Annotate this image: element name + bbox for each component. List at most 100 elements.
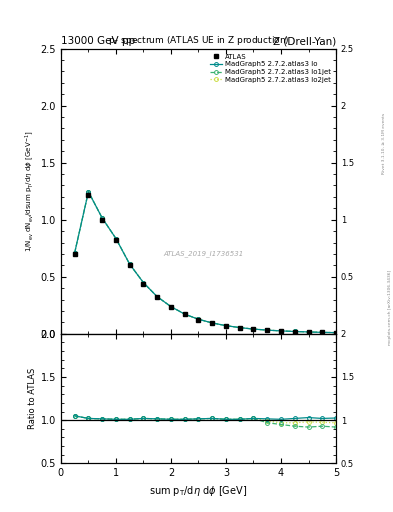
- MadGraph5 2.7.2.atlas3 lo: [320, 329, 325, 335]
- MadGraph5 2.7.2.atlas3 lo: [182, 311, 187, 317]
- Title: p$_{\mathregular{T}}$ spectrum (ATLAS UE in Z production): p$_{\mathregular{T}}$ spectrum (ATLAS UE…: [108, 34, 289, 47]
- ATLAS: [334, 330, 338, 336]
- MadGraph5 2.7.2.atlas3 lo2jet: [375, 330, 380, 336]
- MadGraph5 2.7.2.atlas3 lo1jet: [114, 236, 118, 242]
- ATLAS: [292, 329, 297, 335]
- MadGraph5 2.7.2.atlas3 lo2jet: [182, 311, 187, 317]
- MadGraph5 2.7.2.atlas3 lo2jet: [361, 330, 366, 336]
- MadGraph5 2.7.2.atlas3 lo1jet: [347, 330, 352, 336]
- MadGraph5 2.7.2.atlas3 lo2jet: [224, 323, 228, 329]
- ATLAS: [155, 294, 160, 301]
- MadGraph5 2.7.2.atlas3 lo2jet: [334, 330, 338, 336]
- ATLAS: [141, 281, 146, 287]
- Y-axis label: 1/N$_{\mathregular{ev}}$ dN$_{\mathregular{ev}}$/dsum p$_{\mathregular{T}}$/d$\e: 1/N$_{\mathregular{ev}}$ dN$_{\mathregul…: [24, 131, 37, 252]
- MadGraph5 2.7.2.atlas3 lo2jet: [320, 329, 325, 335]
- MadGraph5 2.7.2.atlas3 lo2jet: [265, 327, 270, 333]
- MadGraph5 2.7.2.atlas3 lo2jet: [306, 329, 311, 335]
- ATLAS: [72, 251, 77, 258]
- MadGraph5 2.7.2.atlas3 lo1jet: [182, 311, 187, 317]
- ATLAS: [114, 237, 118, 243]
- MadGraph5 2.7.2.atlas3 lo: [334, 330, 338, 336]
- ATLAS: [210, 320, 215, 326]
- MadGraph5 2.7.2.atlas3 lo1jet: [334, 330, 338, 336]
- Y-axis label: Ratio to ATLAS: Ratio to ATLAS: [28, 368, 37, 429]
- MadGraph5 2.7.2.atlas3 lo2jet: [127, 261, 132, 267]
- MadGraph5 2.7.2.atlas3 lo: [114, 236, 118, 242]
- MadGraph5 2.7.2.atlas3 lo: [155, 293, 160, 300]
- MadGraph5 2.7.2.atlas3 lo2jet: [86, 189, 91, 195]
- MadGraph5 2.7.2.atlas3 lo2jet: [100, 215, 105, 221]
- MadGraph5 2.7.2.atlas3 lo: [127, 261, 132, 267]
- ATLAS: [237, 325, 242, 331]
- Legend: ATLAS, MadGraph5 2.7.2.atlas3 lo, MadGraph5 2.7.2.atlas3 lo1jet, MadGraph5 2.7.2: ATLAS, MadGraph5 2.7.2.atlas3 lo, MadGra…: [209, 52, 332, 84]
- MadGraph5 2.7.2.atlas3 lo1jet: [169, 304, 173, 310]
- MadGraph5 2.7.2.atlas3 lo: [237, 325, 242, 331]
- MadGraph5 2.7.2.atlas3 lo2jet: [114, 236, 118, 242]
- ATLAS: [361, 330, 366, 336]
- MadGraph5 2.7.2.atlas3 lo1jet: [361, 330, 366, 336]
- MadGraph5 2.7.2.atlas3 lo1jet: [306, 329, 311, 335]
- MadGraph5 2.7.2.atlas3 lo1jet: [251, 326, 256, 332]
- MadGraph5 2.7.2.atlas3 lo: [375, 330, 380, 336]
- MadGraph5 2.7.2.atlas3 lo2jet: [169, 304, 173, 310]
- MadGraph5 2.7.2.atlas3 lo2jet: [251, 326, 256, 332]
- Line: MadGraph5 2.7.2.atlas3 lo: MadGraph5 2.7.2.atlas3 lo: [73, 190, 393, 335]
- MadGraph5 2.7.2.atlas3 lo2jet: [292, 328, 297, 334]
- MadGraph5 2.7.2.atlas3 lo1jet: [292, 328, 297, 334]
- MadGraph5 2.7.2.atlas3 lo: [210, 320, 215, 326]
- ATLAS: [375, 330, 380, 336]
- MadGraph5 2.7.2.atlas3 lo: [292, 328, 297, 334]
- MadGraph5 2.7.2.atlas3 lo2jet: [141, 280, 146, 286]
- MadGraph5 2.7.2.atlas3 lo: [265, 327, 270, 333]
- ATLAS: [224, 323, 228, 329]
- MadGraph5 2.7.2.atlas3 lo1jet: [72, 250, 77, 256]
- MadGraph5 2.7.2.atlas3 lo1jet: [86, 189, 91, 195]
- Line: MadGraph5 2.7.2.atlas3 lo1jet: MadGraph5 2.7.2.atlas3 lo1jet: [73, 190, 393, 335]
- ATLAS: [347, 330, 352, 336]
- MadGraph5 2.7.2.atlas3 lo2jet: [237, 325, 242, 331]
- MadGraph5 2.7.2.atlas3 lo2jet: [72, 250, 77, 256]
- MadGraph5 2.7.2.atlas3 lo2jet: [155, 293, 160, 300]
- ATLAS: [265, 327, 270, 333]
- ATLAS: [100, 217, 105, 223]
- MadGraph5 2.7.2.atlas3 lo: [279, 328, 283, 334]
- MadGraph5 2.7.2.atlas3 lo1jet: [210, 320, 215, 326]
- MadGraph5 2.7.2.atlas3 lo: [86, 189, 91, 195]
- MadGraph5 2.7.2.atlas3 lo: [389, 330, 393, 336]
- Line: ATLAS: ATLAS: [72, 192, 393, 336]
- Text: ATLAS_2019_I1736531: ATLAS_2019_I1736531: [164, 250, 244, 258]
- ATLAS: [389, 330, 393, 336]
- ATLAS: [279, 328, 283, 334]
- MadGraph5 2.7.2.atlas3 lo: [306, 329, 311, 335]
- MadGraph5 2.7.2.atlas3 lo1jet: [279, 328, 283, 334]
- MadGraph5 2.7.2.atlas3 lo: [347, 330, 352, 336]
- MadGraph5 2.7.2.atlas3 lo1jet: [100, 215, 105, 221]
- MadGraph5 2.7.2.atlas3 lo: [169, 304, 173, 310]
- MadGraph5 2.7.2.atlas3 lo: [100, 215, 105, 221]
- MadGraph5 2.7.2.atlas3 lo: [251, 326, 256, 332]
- MadGraph5 2.7.2.atlas3 lo1jet: [127, 261, 132, 267]
- MadGraph5 2.7.2.atlas3 lo2jet: [279, 328, 283, 334]
- ATLAS: [127, 262, 132, 268]
- Text: Rivet 3.1.10, ≥ 3.1M events: Rivet 3.1.10, ≥ 3.1M events: [382, 113, 386, 174]
- ATLAS: [306, 329, 311, 335]
- MadGraph5 2.7.2.atlas3 lo1jet: [224, 323, 228, 329]
- X-axis label: sum p$_{\mathregular{T}}$/d$\eta$ d$\phi$ [GeV]: sum p$_{\mathregular{T}}$/d$\eta$ d$\phi…: [149, 484, 248, 498]
- MadGraph5 2.7.2.atlas3 lo2jet: [389, 330, 393, 336]
- ATLAS: [320, 329, 325, 335]
- MadGraph5 2.7.2.atlas3 lo1jet: [320, 329, 325, 335]
- ATLAS: [169, 304, 173, 310]
- MadGraph5 2.7.2.atlas3 lo: [141, 280, 146, 286]
- Text: mcplots.cern.ch [arXiv:1306.3436]: mcplots.cern.ch [arXiv:1306.3436]: [388, 270, 392, 345]
- Line: MadGraph5 2.7.2.atlas3 lo2jet: MadGraph5 2.7.2.atlas3 lo2jet: [73, 190, 393, 335]
- MadGraph5 2.7.2.atlas3 lo2jet: [196, 316, 201, 323]
- ATLAS: [251, 326, 256, 332]
- MadGraph5 2.7.2.atlas3 lo1jet: [375, 330, 380, 336]
- MadGraph5 2.7.2.atlas3 lo1jet: [237, 325, 242, 331]
- MadGraph5 2.7.2.atlas3 lo2jet: [347, 330, 352, 336]
- MadGraph5 2.7.2.atlas3 lo2jet: [210, 320, 215, 326]
- MadGraph5 2.7.2.atlas3 lo: [361, 330, 366, 336]
- MadGraph5 2.7.2.atlas3 lo: [196, 316, 201, 323]
- ATLAS: [196, 316, 201, 323]
- ATLAS: [182, 311, 187, 317]
